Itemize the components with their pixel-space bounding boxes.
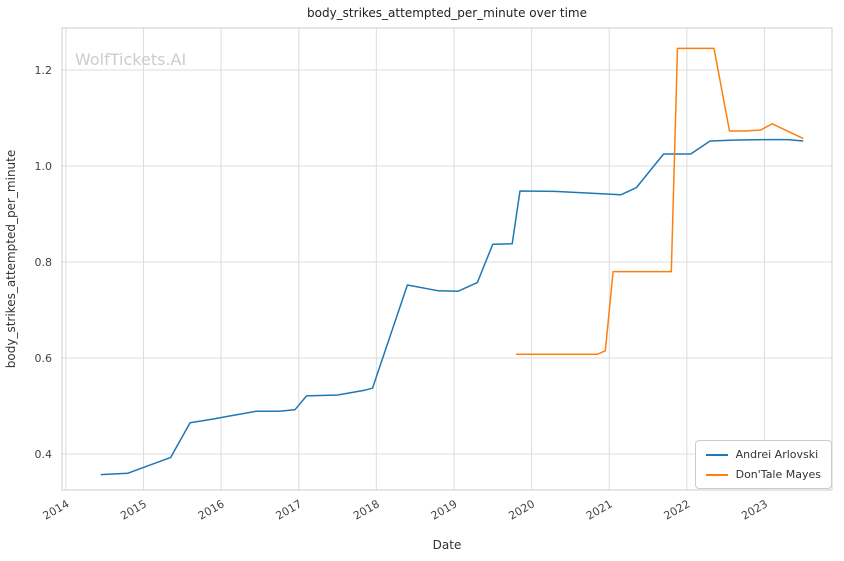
x-tick-label: 2022 xyxy=(662,497,693,522)
watermark: WolfTickets.AI xyxy=(75,50,186,69)
series-layer xyxy=(100,47,804,476)
x-tick-label: 2015 xyxy=(118,497,149,522)
y-axis-label: body_strikes_attempted_per_minute xyxy=(4,150,18,368)
series-line-0 xyxy=(100,138,804,476)
legend-label-mayes: Don'Tale Mayes xyxy=(735,468,821,481)
legend-item-arlovski: Andrei Arlovski xyxy=(705,448,821,461)
x-tick-label: 2017 xyxy=(273,497,304,522)
chart-title: body_strikes_attempted_per_minute over t… xyxy=(307,6,587,20)
grid-layer xyxy=(61,27,833,491)
plot-frame xyxy=(61,27,833,491)
x-tick-label: 2021 xyxy=(584,497,615,522)
legend-item-mayes: Don'Tale Mayes xyxy=(705,468,821,481)
y-tick-label: 1.0 xyxy=(35,160,53,173)
x-tick-label: 2023 xyxy=(739,497,770,522)
legend-label-arlovski: Andrei Arlovski xyxy=(735,448,819,461)
y-tick-label: 1.2 xyxy=(35,64,53,77)
x-tick-label: 2018 xyxy=(351,497,382,522)
legend: Andrei Arlovski Don'Tale Mayes xyxy=(694,440,832,489)
x-axis-label: Date xyxy=(433,538,462,552)
y-tick-label: 0.4 xyxy=(35,448,53,461)
legend-swatch-arlovski-line xyxy=(705,453,728,456)
x-tick-label: 2020 xyxy=(506,497,537,522)
x-tick-label: 2016 xyxy=(196,497,227,522)
y-tick-label: 0.8 xyxy=(35,256,53,269)
series-line-1 xyxy=(516,47,804,355)
legend-swatch-mayes-line xyxy=(705,473,728,476)
y-tick-label: 0.6 xyxy=(35,352,53,365)
x-tick-label: 2019 xyxy=(429,497,460,522)
x-tick-label: 2014 xyxy=(41,497,72,522)
